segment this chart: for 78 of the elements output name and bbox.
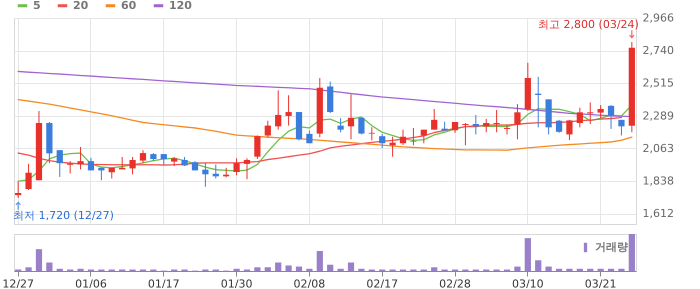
candlestick	[472, 114, 479, 135]
candlestick	[483, 118, 490, 133]
candlestick	[587, 102, 594, 125]
candlestick	[77, 146, 84, 170]
y-tick-label: 2,966	[642, 12, 674, 24]
bar	[535, 260, 542, 271]
candlestick	[56, 150, 63, 178]
y-tick-label: 2,515	[642, 76, 674, 90]
candlestick	[223, 167, 230, 178]
candlestick	[576, 107, 583, 128]
legend-label: 60	[121, 0, 137, 12]
candlestick	[514, 104, 521, 140]
legend-label: 거래량	[595, 240, 628, 254]
legend-label: 20	[73, 0, 89, 12]
bar	[285, 265, 292, 271]
candlestick	[598, 104, 604, 119]
candlestick	[462, 122, 469, 146]
candlestick	[337, 118, 344, 133]
y-tick-label: 2,063	[642, 142, 674, 155]
candlestick	[285, 94, 292, 126]
y-tick-label: 1,612	[642, 207, 674, 220]
bar	[254, 267, 261, 271]
candlestick	[420, 129, 427, 144]
bar	[36, 249, 42, 271]
candlestick	[264, 120, 271, 138]
bar	[25, 267, 32, 271]
annotation: 최저 1,720 (12/27)	[13, 208, 114, 222]
legend-label: 120	[169, 0, 192, 12]
bar	[275, 262, 282, 271]
candlestick	[254, 134, 261, 160]
y-tick-label: 1,838	[642, 174, 674, 188]
candlestick	[25, 163, 32, 191]
y-tick-label: 2,289	[642, 109, 674, 122]
bar	[546, 266, 552, 271]
candlestick	[275, 90, 282, 130]
bar	[524, 238, 531, 271]
candlestick	[181, 156, 188, 167]
bar	[46, 262, 52, 271]
candlestick	[358, 117, 365, 135]
candlestick	[618, 119, 625, 136]
candlestick	[129, 156, 136, 175]
annotation: 최고 2,800 (03/24)	[538, 18, 639, 31]
candlestick	[556, 119, 562, 134]
legend-label: 5	[33, 0, 41, 12]
bar	[327, 264, 334, 271]
candlestick	[160, 154, 167, 165]
candlestick	[202, 162, 209, 188]
candlestick	[494, 110, 500, 133]
candlestick	[15, 181, 22, 198]
bar	[514, 266, 521, 271]
candlestick	[608, 104, 614, 130]
candlestick	[431, 108, 438, 130]
candlestick	[212, 164, 219, 179]
candlestick	[348, 94, 354, 140]
bar	[264, 267, 271, 271]
candlestick	[171, 156, 178, 167]
candlestick	[88, 157, 94, 171]
candlestick	[67, 160, 74, 174]
bar	[316, 251, 323, 271]
candlestick	[119, 156, 126, 170]
bar	[431, 267, 438, 271]
candlestick	[379, 133, 386, 149]
candlestick	[244, 158, 250, 180]
bar	[628, 234, 635, 271]
candlestick	[140, 150, 146, 164]
candlestick	[504, 124, 510, 135]
candlestick	[233, 158, 240, 176]
candlestick	[535, 76, 542, 128]
candlestick	[566, 119, 573, 141]
bar	[348, 262, 354, 271]
candlestick	[452, 122, 458, 134]
candlestick	[389, 136, 396, 158]
candlestick	[306, 130, 313, 144]
bar	[296, 266, 302, 271]
candlestick	[192, 160, 198, 171]
candlestick	[98, 167, 104, 181]
candlestick	[400, 129, 406, 146]
y-tick-label: 2,740	[642, 44, 674, 58]
